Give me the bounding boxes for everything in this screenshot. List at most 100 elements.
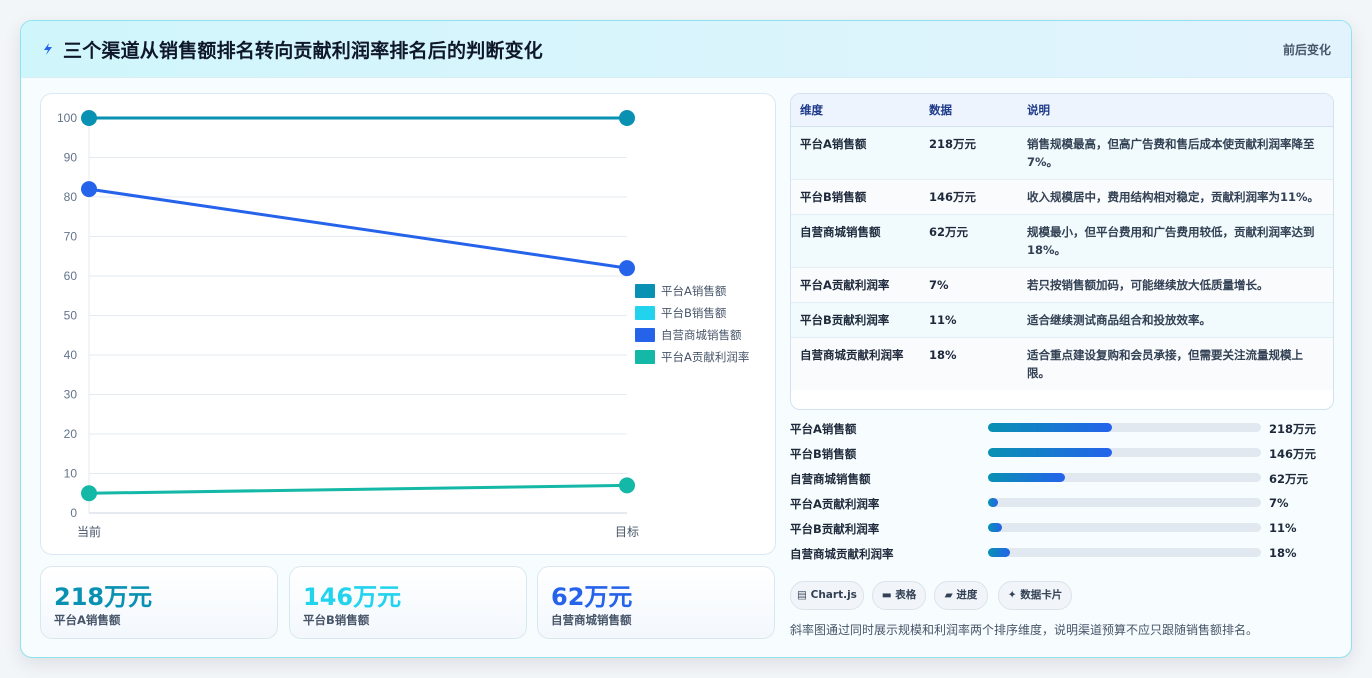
- progress-row: 平台A贡献利润率 7%: [790, 494, 1335, 519]
- main-card: 三个渠道从销售额排名转向贡献利润率排名后的判断变化 前后变化 0 10 20 30 40…: [20, 20, 1352, 658]
- table-cell: 若只按销售额加码，可能继续放大低质量增长。: [1018, 267, 1333, 303]
- y-tick-label: 100: [57, 111, 77, 125]
- page-title: 三个渠道从销售额排名转向贡献利润率排名后的判断变化: [63, 40, 544, 62]
- table-cell: 146万元: [920, 179, 1018, 215]
- table-cell: 11%: [920, 302, 1018, 338]
- progress-track: [988, 448, 1261, 457]
- y-tick-label: 10: [64, 467, 78, 481]
- progress-value: 146万元: [1269, 447, 1317, 461]
- progress-track: [988, 498, 1261, 507]
- legend-label: 平台A销售额: [661, 284, 727, 298]
- table-row: 自营商城贡献利润率 18% 适合重点建设复购和会员承接，但需要关注流量规模上限。: [791, 337, 1333, 390]
- table-cell: 规模最小，但平台费用和广告费用较低，贡献利润率达到18%。: [1018, 214, 1333, 268]
- progress-label: 平台A贡献利润率: [790, 497, 880, 511]
- kpi-card-platform-a: 218万元 平台A销售额: [40, 566, 278, 639]
- kpi-label: 自营商城销售额: [551, 613, 632, 627]
- progress-track: [988, 523, 1261, 532]
- progress-value: 11%: [1269, 521, 1297, 535]
- y-tick-label: 50: [64, 309, 78, 323]
- table-row: 平台A销售额 218万元 销售规模最高，但高广告费和售后成本使贡献利润率降至7%…: [791, 126, 1333, 180]
- progress-track: [988, 548, 1261, 557]
- progress-fill: [988, 473, 1065, 482]
- chartjs-tag[interactable]: ▤ Chart.js: [790, 581, 864, 610]
- data-card-tag[interactable]: ✦ 数据卡片: [998, 581, 1072, 610]
- progress-fill: [988, 548, 1011, 557]
- y-tick-label: 70: [64, 230, 78, 244]
- header-bar: 三个渠道从销售额排名转向贡献利润率排名后的判断变化 前后变化: [21, 21, 1351, 78]
- y-tick-label: 90: [64, 151, 78, 165]
- legend-swatch: [635, 328, 655, 342]
- series-line: [88, 483, 628, 495]
- progress-fill: [988, 423, 1112, 432]
- y-tick-label: 80: [64, 190, 78, 204]
- progress-value: 7%: [1269, 496, 1289, 510]
- table-cell: 平台A销售额: [791, 126, 920, 180]
- compare-label[interactable]: 前后变化: [1282, 43, 1331, 57]
- progress-label: 平台B销售额: [790, 447, 857, 461]
- progress-row: 平台A销售额 218万元: [790, 419, 1335, 444]
- table-tag[interactable]: ▬ 表格: [872, 581, 926, 610]
- x-tick-label: 目标: [615, 525, 639, 539]
- kpi-label: 平台A销售额: [54, 613, 121, 627]
- legend-swatch: [635, 306, 655, 320]
- column-header: 数据: [920, 94, 1018, 127]
- progress-fill: [988, 498, 999, 507]
- table-cell: 18%: [920, 337, 1018, 390]
- data-point: [81, 181, 97, 198]
- y-tick-label: 0: [70, 506, 77, 520]
- slope-chart: 0 10 20 30 40 50 60 70 80 90 100 当前 目标 平台A销售额 平台B销售额 自营…: [40, 93, 776, 555]
- progress-fill: [988, 448, 1112, 457]
- y-tick-label: 40: [64, 348, 78, 362]
- table-cell: 218万元: [920, 126, 1018, 180]
- progress-label: 自营商城贡献利润率: [790, 547, 894, 561]
- column-header: 说明: [1018, 94, 1333, 127]
- table-cell: 平台B销售额: [791, 179, 920, 215]
- data-point: [619, 110, 635, 126]
- slope-chart-svg: 0 10 20 30 40 50 60 70 80 90 100 当前 目标 平台A销售额平台B销售额自营…: [57, 110, 749, 539]
- table-header-row: 维度 数据 说明: [791, 94, 1333, 127]
- y-tick-label: 60: [64, 269, 78, 283]
- table-cell: 适合重点建设复购和会员承接，但需要关注流量规模上限。: [1018, 337, 1333, 390]
- table-row: 自营商城销售额 62万元 规模最小，但平台费用和广告费用较低，贡献利润率达到18…: [791, 214, 1333, 268]
- table-cell: 适合继续测试商品组合和投放效率。: [1018, 302, 1333, 338]
- data-point: [619, 260, 635, 277]
- kpi-label: 平台B销售额: [303, 613, 370, 627]
- table-cell: 收入规模居中，费用结构相对稳定，贡献利润率为11%。: [1018, 179, 1333, 215]
- data-point: [619, 477, 635, 494]
- kpi-value: 146万元: [303, 583, 402, 611]
- progress-fill: [988, 523, 1002, 532]
- legend-swatch: [635, 350, 655, 364]
- kpi-value: 62万元: [551, 583, 633, 611]
- table-cell: 自营商城贡献利润率: [791, 337, 920, 390]
- progress-value: 18%: [1269, 546, 1297, 560]
- progress-row: 平台B销售额 146万元: [790, 444, 1335, 469]
- kpi-card-own-store: 62万元 自营商城销售额: [537, 566, 775, 639]
- progress-row: 平台B贡献利润率 11%: [790, 519, 1335, 544]
- lightning-icon: [44, 43, 52, 55]
- chart-note: 斜率图通过同时展示规模和利润率两个排序维度，说明渠道预算不应只跟随销售额排名。: [790, 623, 1259, 637]
- progress-value: 218万元: [1269, 422, 1317, 436]
- table-row: 平台B销售额 146万元 收入规模居中，费用结构相对稳定，贡献利润率为11%。: [791, 179, 1333, 215]
- progress-label: 自营商城销售额: [790, 472, 871, 486]
- progress-tag[interactable]: ▰ 进度: [934, 581, 988, 610]
- legend-label: 自营商城销售额: [661, 328, 742, 342]
- legend-label: 平台A贡献利润率: [661, 350, 749, 364]
- series-line: [88, 187, 628, 270]
- progress-track: [988, 423, 1261, 432]
- y-tick-label: 20: [64, 427, 78, 441]
- column-header: 维度: [791, 94, 920, 127]
- data-table: 维度 数据 说明 平台A销售额 218万元 销售规模最高，但高广告费和售后成本使…: [790, 93, 1334, 410]
- progress-row: 自营商城贡献利润率 18%: [790, 544, 1335, 569]
- progress-label: 平台B贡献利润率: [790, 522, 880, 536]
- x-tick-label: 当前: [77, 524, 101, 539]
- progress-label: 平台A销售额: [790, 422, 857, 436]
- kpi-value: 218万元: [54, 583, 153, 611]
- progress-row: 自营商城销售额 62万元: [790, 469, 1335, 494]
- progress-bars: 平台A销售额 218万元 平台B销售额 146万元 自营商城销售额 62万元 平…: [790, 419, 1335, 569]
- table-cell: 平台A贡献利润率: [791, 267, 920, 303]
- legend-label: 平台B销售额: [661, 306, 727, 320]
- table-cell: 62万元: [920, 214, 1018, 268]
- table-row: 平台A贡献利润率 7% 若只按销售额加码，可能继续放大低质量增长。: [791, 267, 1333, 303]
- table-cell: 销售规模最高，但高广告费和售后成本使贡献利润率降至7%。: [1018, 126, 1333, 180]
- progress-value: 62万元: [1269, 472, 1309, 486]
